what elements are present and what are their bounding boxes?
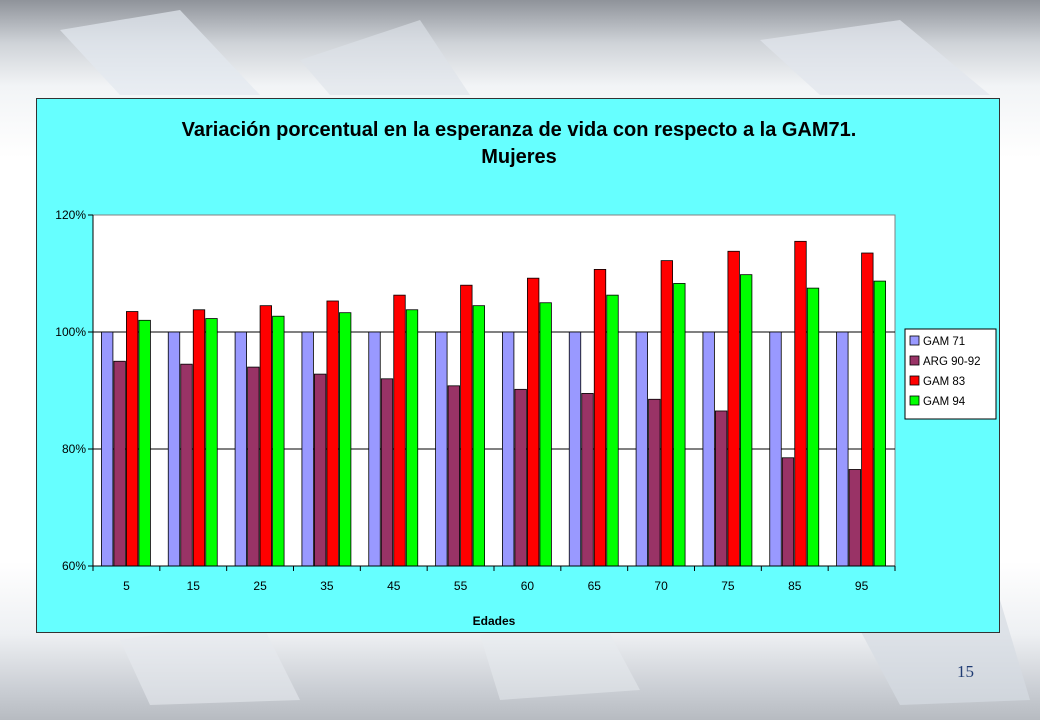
bar-gam-71-60 [502,331,515,567]
x-tick-label: 45 [387,579,401,593]
bar-gam-94-65 [606,294,619,567]
bar-arg-90-92-25 [247,366,260,567]
bar-gam-71-15 [167,331,181,567]
bar-arg-90-92-85 [781,457,795,567]
x-axis-title: Edades [473,614,516,628]
bar-gam-71-65 [568,331,582,567]
legend-box [904,328,997,420]
bar-arg-90-92-55 [447,385,460,567]
chart-subtitle: Mujeres [481,146,557,168]
x-tick-label: 5 [123,579,130,593]
bar-gam-94-25 [272,315,285,567]
axes: 60% 80% 100% 120% 5 15 25 35 45 55 60 65 70 75 85 95 [55,208,896,593]
legend-swatch [909,335,920,346]
bar-gam-83-85 [794,240,807,567]
bar-gam-94-45 [405,309,419,567]
legend-label: GAM 71 [923,336,965,348]
y-tick-label: 120% [55,208,86,222]
bar-gam-83-70 [660,260,673,567]
bar-gam-94-35 [339,312,352,567]
bar-gam-83-25 [259,305,272,567]
bar-gam-94-15 [205,318,218,567]
legend-label: GAM 94 [923,396,966,408]
bar-arg-90-92-75 [715,410,728,567]
bar-gam-83-35 [326,300,339,567]
legend-label: GAM 83 [923,376,965,388]
bar-gam-83-5 [126,311,139,567]
bar-arg-90-92-65 [581,393,594,567]
x-tick-label: 25 [253,579,267,593]
bar-gam-71-95 [836,331,849,567]
bar-gam-83-75 [727,250,740,567]
chart-area: Variación porcentual en la esperanza de … [36,98,1000,633]
bar-arg-90-92-35 [314,373,327,567]
legend-label: ARG 90-92 [923,356,981,368]
bar-gam-71-55 [435,331,448,567]
bar-gam-71-45 [368,331,381,567]
x-tick-label: 65 [588,579,602,593]
bar-gam-94-85 [806,287,820,567]
x-tick-label: 85 [788,579,802,593]
bar-chart: Variación porcentual en la esperanza de … [55,119,997,628]
bar-arg-90-92-15 [180,363,193,567]
page-number: 15 [957,662,974,681]
legend-swatch [909,395,920,406]
x-tick-label: 75 [721,579,735,593]
chart-title: Variación porcentual en la esperanza de … [182,119,857,141]
x-tick-label: 15 [187,579,201,593]
bar-gam-71-25 [234,331,247,567]
y-tick-label: 100% [55,325,86,339]
bar-gam-71-35 [301,331,314,567]
x-tick-label: 95 [855,579,869,593]
legend-swatch [909,355,920,366]
legend-swatch [909,375,920,386]
bar-gam-83-45 [393,294,406,567]
bar-arg-90-92-70 [648,398,661,567]
bar-gam-71-75 [702,331,715,567]
bar-arg-90-92-60 [514,388,527,567]
bar-gam-94-55 [472,305,485,567]
bar-gam-83-65 [593,269,607,567]
bar-gam-83-60 [527,277,540,567]
bar-gam-94-60 [539,302,552,567]
bar-gam-71-70 [635,331,648,567]
bar-gam-71-5 [101,331,114,567]
bar-arg-90-92-5 [113,360,126,567]
bar-gam-83-55 [460,284,473,567]
y-tick-label: 80% [62,442,86,456]
y-tick-label: 60% [62,559,86,573]
bar-gam-83-15 [192,309,206,567]
legend: GAM 71 ARG 90-92 GAM 83 GAM 94 [904,328,997,420]
bar-gam-83-95 [861,252,874,567]
x-tick-label: 35 [320,579,334,593]
bars [101,240,886,567]
x-tick-label: 55 [454,579,468,593]
bar-arg-90-92-45 [380,378,394,567]
bar-arg-90-92-95 [848,469,861,567]
bar-gam-71-85 [769,331,782,567]
bar-gam-94-5 [138,319,151,567]
x-tick-label: 60 [521,579,535,593]
bar-gam-94-95 [873,280,886,567]
bar-gam-94-75 [740,274,753,567]
x-tick-label: 70 [654,579,668,593]
gridlines [93,331,895,450]
plot-area [92,214,896,567]
bar-gam-94-70 [673,283,686,567]
